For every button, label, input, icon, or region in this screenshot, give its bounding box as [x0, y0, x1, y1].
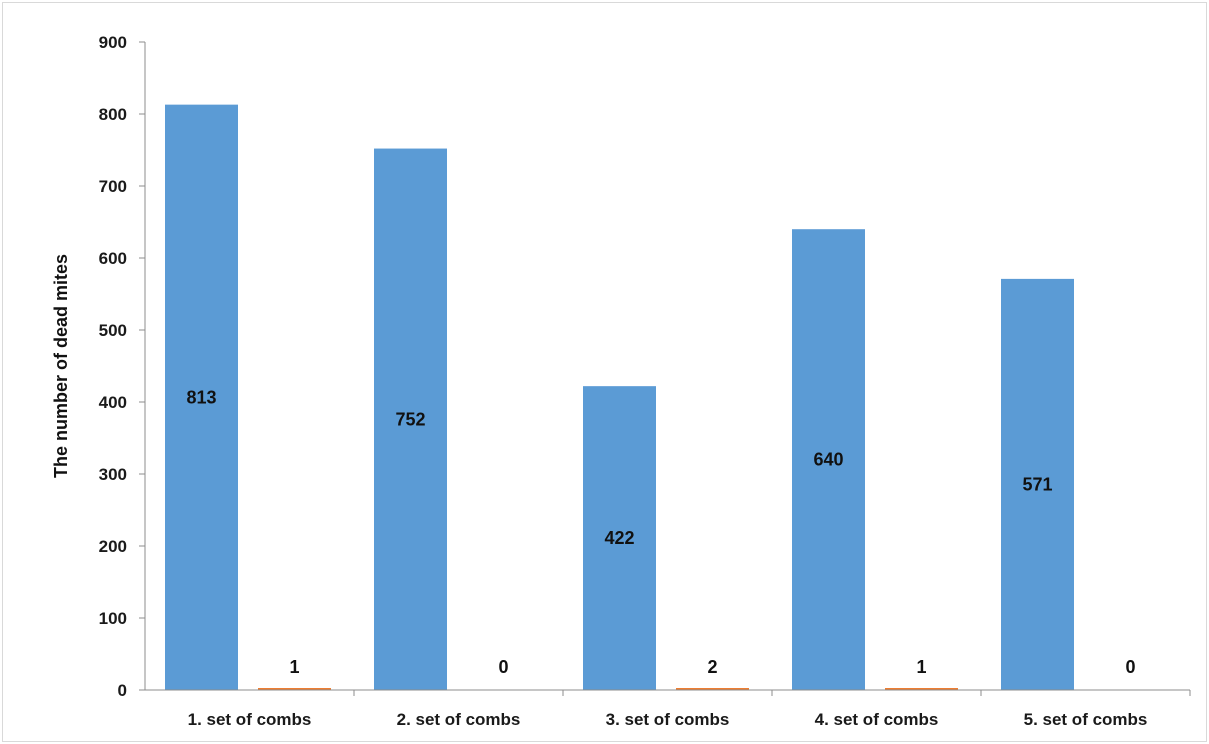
data-label-series1-3: 422	[604, 528, 634, 548]
y-axis-ticks: 0 100 200 300 400 500 600 700 800 900	[99, 33, 145, 700]
bar-series2-1	[258, 688, 331, 690]
x-tick-label: 1. set of combs	[188, 710, 312, 729]
x-tick-label: 5. set of combs	[1024, 710, 1148, 729]
y-tick-label: 300	[99, 465, 127, 484]
bar-series1-2	[374, 148, 447, 690]
y-tick-label: 100	[99, 609, 127, 628]
bar-series2-4	[885, 688, 958, 690]
bar-series1-4	[792, 229, 865, 690]
bar-series1-5	[1001, 278, 1074, 690]
data-label-series2-5: 0	[1125, 657, 1135, 677]
y-tick-label: 0	[118, 681, 127, 700]
data-label-series2-1: 1	[289, 657, 299, 677]
y-tick-label: 900	[99, 33, 127, 52]
bars	[165, 104, 1074, 690]
y-tick-label: 800	[99, 105, 127, 124]
y-tick-label: 700	[99, 177, 127, 196]
y-tick-label: 200	[99, 537, 127, 556]
data-label-series1-1: 813	[186, 387, 216, 407]
x-tick-label: 2. set of combs	[397, 710, 521, 729]
bar-series2-3	[676, 688, 749, 690]
data-labels: 813 1 752 0 422 2 640 1 571 0	[186, 387, 1135, 677]
data-label-series2-2: 0	[498, 657, 508, 677]
y-tick-label: 400	[99, 393, 127, 412]
data-label-series2-4: 1	[916, 657, 926, 677]
data-label-series1-5: 571	[1022, 474, 1052, 494]
x-axis-ticks: 1. set of combs 2. set of combs 3. set of …	[188, 690, 1191, 729]
bar-series1-1	[165, 104, 238, 690]
x-tick-label: 4. set of combs	[815, 710, 939, 729]
data-label-series1-2: 752	[395, 409, 425, 429]
y-tick-label: 600	[99, 249, 127, 268]
data-label-series2-3: 2	[707, 657, 717, 677]
y-axis-title: The number of dead mites	[51, 254, 71, 478]
x-tick-label: 3. set of combs	[606, 710, 730, 729]
y-tick-label: 500	[99, 321, 127, 340]
data-label-series1-4: 640	[813, 450, 843, 470]
bar-series1-3	[583, 386, 656, 690]
